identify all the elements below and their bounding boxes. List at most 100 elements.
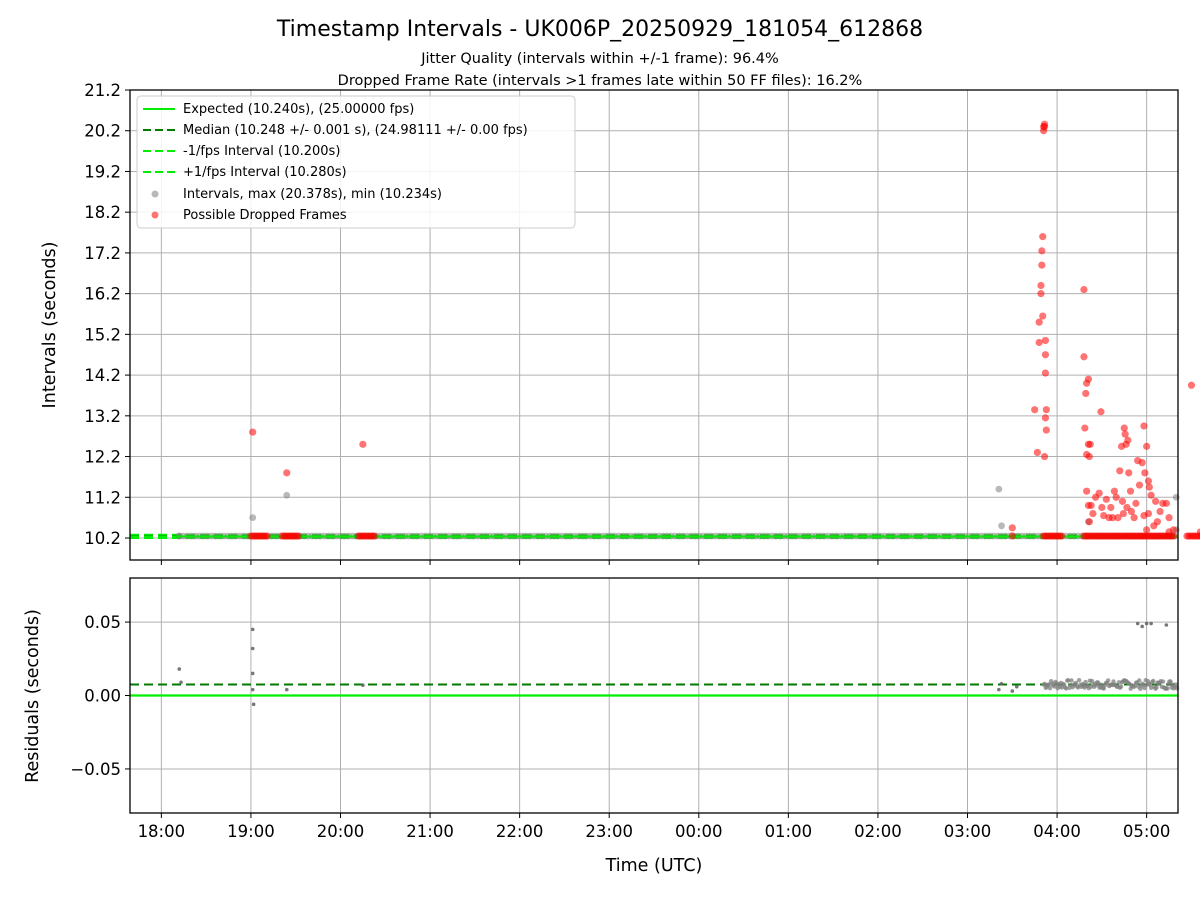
chart-title: Timestamp Intervals - UK006P_20250929_18… bbox=[276, 17, 923, 42]
dropped-frame-point bbox=[1141, 469, 1149, 477]
dropped-frame-point bbox=[1084, 375, 1093, 383]
dropped-frame-point bbox=[1124, 436, 1132, 444]
chart-subtitle-dropped: Dropped Frame Rate (intervals >1 frames … bbox=[338, 73, 863, 89]
residual-point bbox=[250, 627, 255, 632]
dropped-frame-point bbox=[1121, 430, 1129, 438]
residual-point bbox=[997, 687, 1001, 692]
dropped-frame-point bbox=[1040, 123, 1049, 131]
dropped-frame-point bbox=[1085, 518, 1093, 526]
dropped-frame-point bbox=[1143, 442, 1151, 450]
residual-point bbox=[1165, 686, 1170, 691]
dropped-frame-point bbox=[1042, 406, 1050, 414]
residual-point bbox=[250, 671, 255, 676]
dropped-frame-point bbox=[1042, 426, 1050, 434]
residual-point bbox=[1140, 624, 1144, 629]
residual-point bbox=[1160, 679, 1166, 684]
dropped-frame-point bbox=[1114, 514, 1122, 522]
x-tick-label: 01:00 bbox=[765, 822, 813, 841]
top-plot-frame bbox=[129, 89, 1179, 561]
dropped-frame-point bbox=[1147, 491, 1155, 499]
residual-point bbox=[1149, 621, 1153, 626]
legend-median: Median (10.248 +/- 0.001 s), (24.98111 +… bbox=[183, 123, 528, 138]
residual-point bbox=[1014, 684, 1019, 689]
dropped-frame-point bbox=[1119, 509, 1127, 518]
bottom-y-tick-label: 0.05 bbox=[84, 613, 121, 632]
x-tick-label: 02:00 bbox=[854, 822, 902, 841]
top-y-axis-label: Intervals (seconds) bbox=[40, 242, 60, 409]
top-y-tick-label: 17.2 bbox=[84, 244, 121, 263]
dropped-frame-point bbox=[1127, 507, 1136, 516]
dropped-frame-point bbox=[1008, 532, 1016, 540]
residual-point bbox=[1144, 621, 1149, 626]
top-y-tick-label: 14.2 bbox=[84, 366, 121, 385]
residual-point bbox=[177, 667, 182, 671]
legend-dropped-swatch bbox=[151, 211, 159, 219]
top-y-tick-label: 11.2 bbox=[84, 488, 121, 507]
residual-point bbox=[1083, 679, 1088, 685]
dropped-frame-point bbox=[1041, 369, 1050, 377]
residual-point bbox=[179, 680, 183, 685]
dropped-frame-point bbox=[1080, 353, 1088, 361]
top-y-tick-label: 10.2 bbox=[84, 529, 121, 548]
residual-point bbox=[1135, 621, 1140, 626]
dropped-frame-point bbox=[1037, 290, 1045, 298]
dropped-frame-point bbox=[263, 532, 271, 540]
dropped-frame-point bbox=[1135, 481, 1144, 489]
dropped-frame-point bbox=[1120, 424, 1128, 432]
dropped-frame-point bbox=[1038, 261, 1046, 269]
dropped-frame-point bbox=[1144, 509, 1153, 518]
dropped-frame-point bbox=[1080, 285, 1088, 294]
residual-point bbox=[1173, 682, 1179, 687]
dropped-frame-point bbox=[1152, 497, 1160, 505]
legend-dropped: Possible Dropped Frames bbox=[183, 208, 347, 223]
dropped-frame-point bbox=[1038, 247, 1046, 255]
dropped-frame-point bbox=[1035, 318, 1043, 326]
top-y-tick-label: 13.2 bbox=[84, 407, 121, 426]
dropped-frame-point bbox=[1138, 459, 1146, 467]
x-tick-label: 20:00 bbox=[317, 822, 365, 841]
residual-point bbox=[361, 683, 365, 688]
dropped-frame-point bbox=[1008, 524, 1016, 532]
bottom-reference-lines bbox=[130, 683, 1178, 697]
interval-point bbox=[283, 491, 291, 499]
dropped-frame-point bbox=[1143, 526, 1151, 534]
dropped-frame-point bbox=[1102, 495, 1110, 503]
residual-point bbox=[1010, 689, 1015, 693]
residual-point bbox=[1151, 678, 1156, 684]
x-tick-label: 05:00 bbox=[1123, 822, 1171, 841]
top-y-tick-label: 15.2 bbox=[84, 325, 121, 344]
legend-upper: +1/fps Interval (10.280s) bbox=[183, 165, 347, 180]
dropped-frame-point bbox=[359, 440, 367, 448]
x-axis-label: Time (UTC) bbox=[605, 856, 703, 876]
dropped-frame-point bbox=[1126, 487, 1135, 495]
dropped-frame-point bbox=[1040, 452, 1049, 461]
interval-point bbox=[995, 485, 1003, 493]
bottom-y-axis-label: Residuals (seconds) bbox=[23, 609, 43, 783]
dropped-frame-point bbox=[1110, 487, 1119, 495]
x-tick-label: 21:00 bbox=[406, 822, 454, 841]
residual-point bbox=[1164, 623, 1169, 627]
dropped-frame-point bbox=[1112, 493, 1120, 501]
dropped-frame-point bbox=[1095, 489, 1103, 497]
residual-point bbox=[251, 702, 256, 707]
dropped-frame-point bbox=[1140, 422, 1148, 430]
dropped-frame-point bbox=[1098, 503, 1106, 512]
dropped-frame-point bbox=[1087, 501, 1095, 510]
dropped-frame-point bbox=[1132, 499, 1140, 507]
legend-intervals: Intervals, max (20.378s), min (10.234s) bbox=[183, 187, 442, 202]
x-tick-label: 00:00 bbox=[675, 822, 723, 841]
residual-point bbox=[250, 646, 255, 651]
residual-point bbox=[1069, 678, 1074, 683]
dropped-frame-point bbox=[370, 532, 379, 540]
bottom-y-tick-label: 0.00 bbox=[84, 687, 121, 706]
x-tick-label: 22:00 bbox=[496, 822, 544, 841]
dropped-frame-point bbox=[1057, 532, 1066, 540]
dropped-frame-point bbox=[1089, 509, 1097, 518]
bottom-x-ticks: 18:00 19:00 20:00 21:00 22:00 23:00 00:00 01:00… bbox=[138, 813, 1171, 841]
dropped-frame-point bbox=[1033, 448, 1041, 457]
x-tick-label: 19:00 bbox=[227, 822, 275, 841]
top-y-tick-label: 18.2 bbox=[84, 203, 121, 222]
interval-point bbox=[998, 522, 1005, 530]
residual-point bbox=[1142, 685, 1147, 691]
